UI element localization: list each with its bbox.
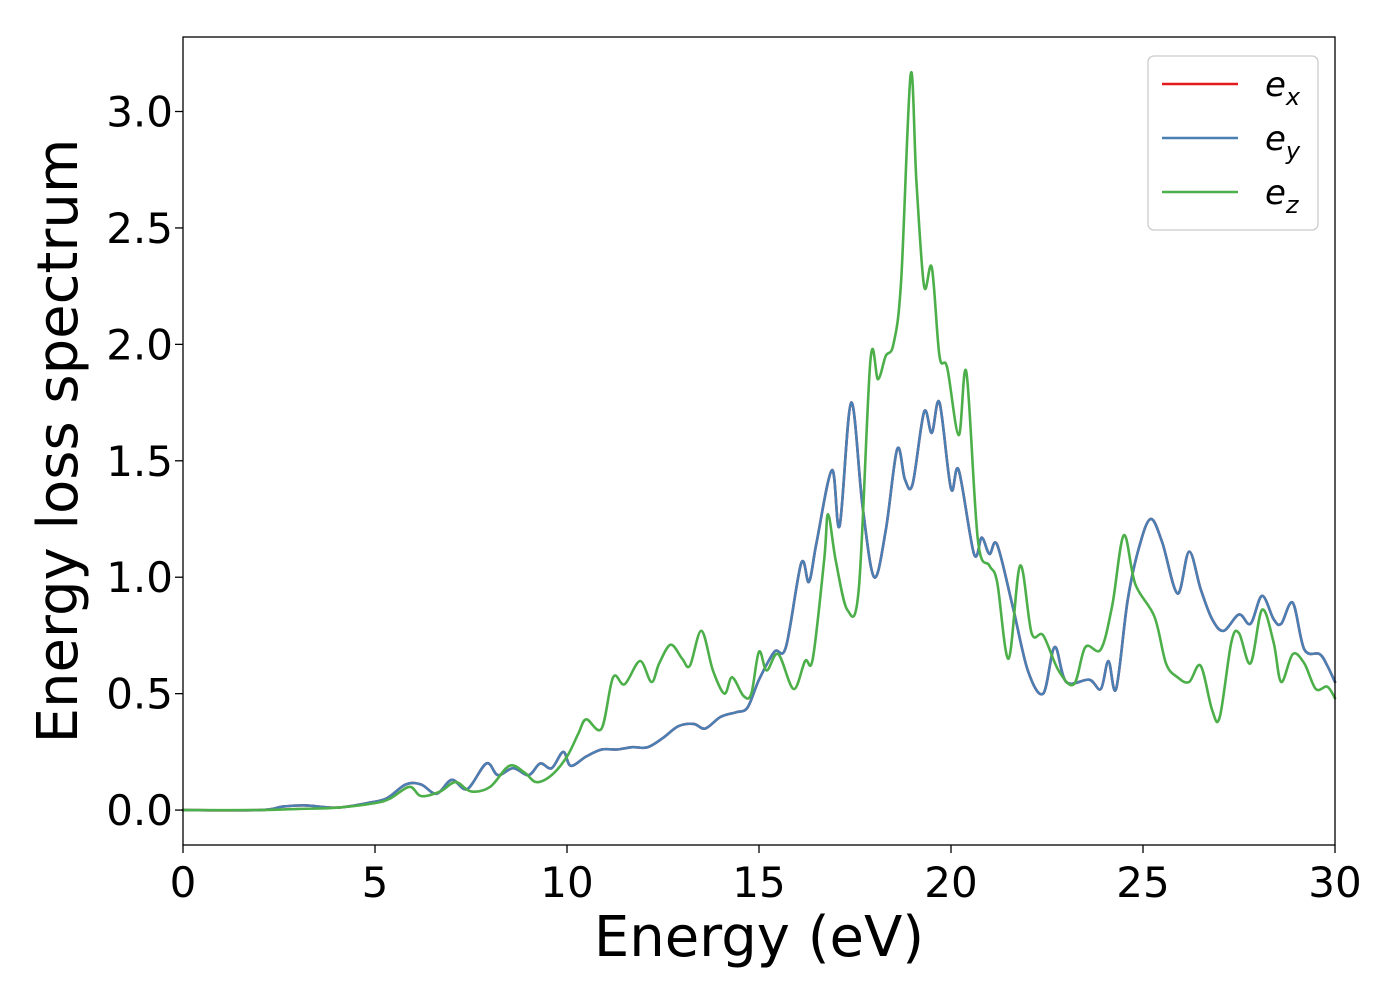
y-axis-ticks: 0.0 0.5 1.0 1.5 2.0 2.5 3.0 (106, 88, 183, 835)
x-tick-label: 5 (362, 858, 389, 907)
x-tick-label: 30 (1308, 858, 1361, 907)
series-layer (181, 70, 1337, 812)
y-tick-label: 3.0 (106, 88, 173, 137)
x-axis-title: Energy (eV) (594, 905, 924, 970)
x-tick-label: 15 (732, 858, 785, 907)
x-tick-label: 10 (540, 858, 593, 907)
series-line-e-y (181, 399, 1337, 812)
x-axis-ticks: 0 5 10 15 20 25 30 (170, 845, 1362, 907)
y-tick-label: 2.5 (106, 204, 173, 253)
y-tick-label: 2.0 (106, 320, 173, 369)
series-line-e-z (181, 70, 1337, 812)
y-tick-label: 0.5 (106, 670, 173, 719)
y-axis-title: Energy loss spectrum (26, 139, 91, 744)
x-tick-label: 20 (924, 858, 977, 907)
y-tick-label: 1.5 (106, 437, 173, 486)
plot-background (183, 37, 1335, 845)
y-tick-label: 1.0 (106, 553, 173, 602)
x-tick-label: 0 (170, 858, 197, 907)
x-tick-label: 25 (1116, 858, 1169, 907)
legend-box (1147, 55, 1319, 231)
y-tick-label: 0.0 (106, 786, 173, 835)
